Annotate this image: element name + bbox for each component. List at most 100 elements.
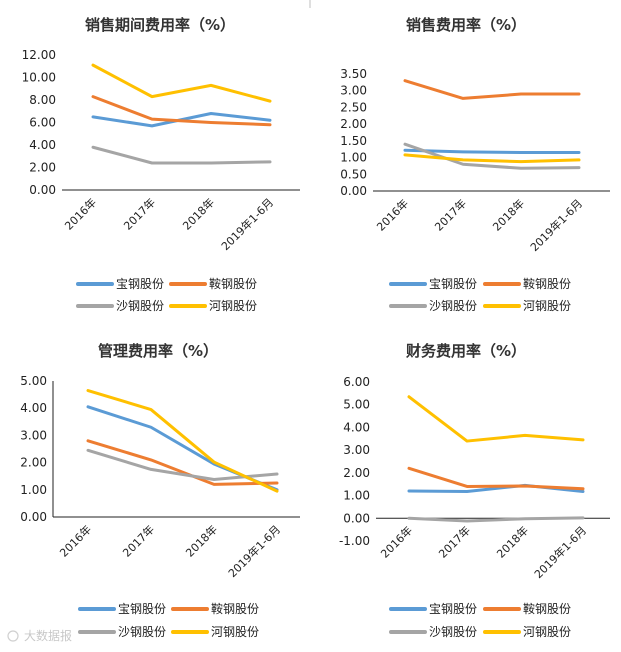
watermark-text: 大数据报 [24,628,72,643]
y-tick-label: 12.00 [22,48,56,62]
series-line-1 [403,148,581,155]
y-tick-label: 0.50 [340,167,367,181]
chart-title: 财务费用率（%） [406,342,526,360]
x-category-label: 2016年 [374,196,411,233]
legend-item: 鞍钢股份 [483,276,571,291]
legend-item: 鞍钢股份 [171,601,259,616]
legend-item: 河钢股份 [483,299,571,313]
y-tick-label: 1.00 [343,489,370,503]
chart-title: 销售费用率（%） [406,16,526,34]
legend-item: 沙钢股份 [389,625,477,639]
x-category-label: 2019年1-6月 [527,196,585,254]
y-tick-label: 2.00 [20,456,47,470]
series-line-3 [91,145,272,165]
x-category-label: 2016年 [378,523,415,560]
series-line-3 [403,142,581,170]
series-line-4 [91,63,272,103]
y-tick-label: 2.00 [340,117,367,131]
series-line-2 [407,466,585,491]
x-category-label: 2018年 [490,196,527,233]
y-tick-label: 3.00 [20,428,47,442]
y-tick-label: 5.00 [20,374,47,388]
legend-item: 沙钢股份 [78,625,166,639]
y-tick-label: 1.00 [20,483,47,497]
x-category-label: 2019年1-6月 [531,523,589,581]
y-tick-label: 2.00 [29,161,56,175]
chart-panel-2: 销售费用率（%） 0.00 0.50 1.00 1.50 2.00 2.50 3.00 3.50… [340,16,610,313]
y-tick-label: 3.50 [340,67,367,81]
legend-label: 河钢股份 [523,299,571,313]
legend-item: 沙钢股份 [76,299,164,313]
y-tick-label: 8.00 [29,93,56,107]
legend-item: 鞍钢股份 [483,601,571,616]
chart-panel-3: 管理费用率（%） 0.00 1.00 2.00 3.00 4.00 5.00 2016年 201… [20,342,300,639]
chart-title: 管理费用率（%） [98,342,218,360]
legend-label: 宝钢股份 [118,602,166,616]
legend-label: 鞍钢股份 [209,276,257,291]
y-tick-label: 3.00 [343,443,370,457]
y-tick-label: 4.00 [343,420,370,434]
legend-label: 沙钢股份 [118,625,166,639]
watermark: 大数据报 [7,628,72,643]
x-category-label: 2018年 [180,195,217,232]
series-line-2 [86,439,279,486]
legend-label: 沙钢股份 [116,299,164,313]
watermark-icon [7,630,19,642]
y-tick-label: 2.00 [343,466,370,480]
legend-item: 宝钢股份 [76,277,164,291]
x-category-label: 2018年 [494,523,531,560]
legend-item: 宝钢股份 [78,602,166,616]
chart-panel-1: 销售期间费用率（%） 0.00 2.00 4.00 6.00 8.00 10.00 12.00… [22,16,300,313]
y-tick-label: 6.00 [29,116,56,130]
y-tick-label: -1.00 [339,534,370,548]
legend-item: 宝钢股份 [389,602,477,616]
chart-panels: 销售期间费用率（%） 0.00 2.00 4.00 6.00 8.00 10.00 12.00… [20,16,610,639]
legend-label: 河钢股份 [211,625,259,639]
y-tick-label: 1.50 [340,134,367,148]
x-category-label: 2017年 [121,195,158,232]
series-line-2 [403,79,581,100]
x-category-label: 2016年 [57,522,94,559]
chart-panel-4: 财务费用率（%） -1.00 0.00 1.00 2.00 3.00 4.00 5.00 6.0… [339,342,610,639]
y-tick-label: 4.00 [20,401,47,415]
legend-label: 宝钢股份 [429,277,477,291]
legend-item: 宝钢股份 [389,277,477,291]
series-line-4 [86,389,279,493]
legend-label: 沙钢股份 [429,625,477,639]
legend-label: 宝钢股份 [429,602,477,616]
legend-item: 河钢股份 [483,625,571,639]
y-tick-label: 1.00 [340,151,367,165]
y-tick-label: 5.00 [343,398,370,412]
series-line-4 [407,395,585,443]
legend-item: 鞍钢股份 [169,276,257,291]
x-category-label: 2016年 [62,195,99,232]
y-tick-label: 6.00 [343,375,370,389]
y-tick-label: 0.00 [343,511,370,525]
y-tick-label: 4.00 [29,138,56,152]
series-line-2 [91,95,272,127]
y-tick-label: 3.00 [340,84,367,98]
x-category-label: 2019年1-6月 [225,522,283,580]
chart-title: 销售期间费用率（%） [85,16,235,34]
legend-label: 河钢股份 [209,299,257,313]
x-category-label: 2019年1-6月 [218,195,276,253]
y-tick-label: 0.00 [20,510,47,524]
legend-label: 沙钢股份 [429,299,477,313]
legend-label: 鞍钢股份 [523,276,571,291]
legend-item: 河钢股份 [171,625,259,639]
series-line-3 [86,448,279,481]
legend-label: 河钢股份 [523,625,571,639]
x-category-label: 2018年 [183,522,220,559]
legend-item: 沙钢股份 [389,299,477,313]
series-line-4 [403,153,581,164]
x-category-label: 2017年 [120,522,157,559]
x-category-label: 2017年 [432,196,469,233]
x-category-label: 2017年 [436,523,473,560]
y-tick-label: 10.00 [22,71,56,85]
legend-label: 宝钢股份 [116,277,164,291]
legend-item: 河钢股份 [169,299,257,313]
y-tick-label: 0.00 [29,183,56,197]
series-line-3 [407,516,585,523]
y-tick-label: 2.50 [340,100,367,114]
